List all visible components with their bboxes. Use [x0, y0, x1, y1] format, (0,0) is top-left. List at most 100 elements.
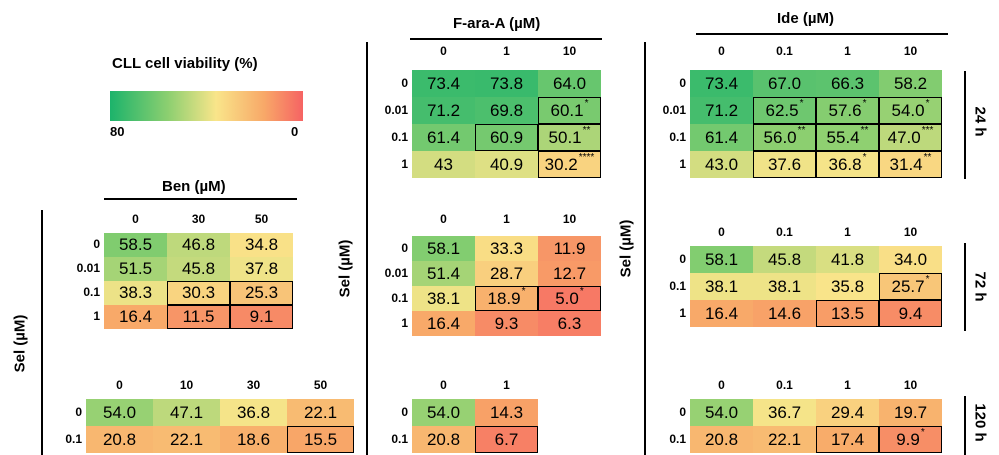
significance-mark: *: [862, 98, 867, 109]
heatmap-cell: 54.0 *: [879, 97, 942, 124]
cell-value: 18.9: [487, 288, 521, 308]
heatmap-cell: 11.5: [167, 305, 230, 329]
cell-value: 38.1: [767, 276, 802, 296]
significance-mark: *: [579, 286, 584, 297]
time-label-120h: 120 h: [971, 403, 989, 442]
col-header: 1: [503, 44, 510, 58]
cell-value: 36.8: [236, 402, 271, 422]
col-header: 0.1: [776, 378, 793, 392]
heatmap-cell: 51.5: [104, 257, 167, 281]
col-header: 1: [844, 378, 851, 392]
cell-value: 69.8: [489, 100, 524, 120]
heatmap-cell: 38.1: [753, 273, 816, 300]
cell-value: 58.5: [118, 235, 153, 254]
significance-mark: *: [862, 152, 867, 163]
time-label-24h: 24 h: [971, 106, 989, 137]
cell-value: 50.1: [548, 127, 582, 147]
cell-value: 54.0: [704, 402, 739, 422]
col-header: 0: [440, 212, 447, 226]
row-header: 0: [679, 76, 686, 90]
heatmap-cell: 11.9: [538, 236, 601, 261]
cell-value: 9.3: [494, 313, 519, 333]
row-header: 0.1: [669, 279, 686, 293]
heatmap-cell: 36.7: [753, 399, 816, 426]
heatmap-cell: 43: [412, 151, 475, 178]
heatmap-cell: 20.8: [86, 426, 153, 453]
col-header: 10: [903, 225, 918, 239]
sel-axis-line-right: [644, 42, 646, 455]
heatmap-cell: 37.8: [230, 257, 293, 281]
heatmap-cell: 60.1 *: [538, 97, 601, 124]
heatmap-cell: 37.6: [753, 151, 816, 178]
heatmap-cell: 58.1: [412, 236, 475, 261]
cell-value: 51.4: [426, 263, 461, 283]
cell-value: 58.1: [704, 249, 739, 269]
significance-mark: ***: [921, 125, 934, 136]
heatmap-cell: 36.8 *: [816, 151, 879, 178]
heatmap-cell: 58.1: [690, 246, 753, 273]
significance-mark: **: [923, 152, 932, 163]
heatmap-cell: 71.2: [412, 97, 475, 124]
cell-value: 56.0: [763, 127, 797, 147]
row-header: 0.1: [65, 432, 82, 446]
cell-value: 67.0: [767, 73, 802, 93]
heatmap-cell: 43.0: [690, 151, 753, 178]
cell-value: 29.4: [830, 402, 865, 422]
col-header: 1: [844, 225, 851, 239]
sel-axis-line-left: [41, 210, 43, 455]
heatmap-cell: 41.8: [816, 246, 879, 273]
cell-value: 14.3: [489, 402, 524, 422]
heatmap-cell: 22.1: [153, 426, 220, 453]
time-bracket-120h: [964, 396, 966, 455]
cell-value: 66.3: [830, 73, 865, 93]
col-header: 0: [718, 225, 725, 239]
cell-value: 54.0: [891, 100, 925, 120]
cell-value: 34.8: [244, 235, 279, 254]
heatmap-cell: 38.1: [690, 273, 753, 300]
cell-value: 28.7: [489, 263, 524, 283]
row-header: 0: [93, 237, 100, 251]
heatmap-cell: 33.3: [475, 236, 538, 261]
cell-value: 11.9: [553, 238, 586, 258]
fara-title-underline: [410, 38, 602, 40]
col-header: 10: [903, 44, 918, 58]
col-header: 10: [562, 212, 577, 226]
heatmap-cell: 31.4 **: [879, 151, 942, 178]
col-header: 0: [440, 44, 447, 58]
significance-mark: *: [925, 98, 930, 109]
col-header: 0: [440, 378, 447, 392]
heatmap-cell: 9.9 *: [879, 426, 942, 453]
time-bracket-72h: [964, 243, 966, 331]
row-header: 0: [679, 252, 686, 266]
cell-value: 20.8: [426, 429, 461, 449]
cell-value: 22.1: [767, 429, 802, 449]
legend-title: CLL cell viability (%): [112, 55, 258, 72]
cell-value: 15.5: [303, 429, 338, 449]
heatmap-cell: 64.0: [538, 70, 601, 97]
heatmap-cell: 58.5: [104, 233, 167, 257]
row-header: 0.1: [391, 432, 408, 446]
heatmap-cell: 71.2: [690, 97, 753, 124]
heatmap-cell: 16.4: [690, 300, 753, 327]
sel-axis-line-middle: [366, 42, 368, 455]
ide-title: Ide (µM): [777, 10, 834, 27]
cell-value: 35.8: [830, 276, 865, 296]
heatmap-cell: 60.9: [475, 124, 538, 151]
significance-mark: **: [582, 125, 591, 136]
heatmap-cell: 16.4: [412, 311, 475, 336]
col-header: 50: [254, 212, 269, 226]
col-header: 50: [313, 378, 328, 392]
cell-value: 73.4: [704, 73, 739, 93]
cell-value: 54.0: [426, 402, 461, 422]
row-header: 1: [401, 157, 408, 171]
cell-value: 18.6: [236, 429, 271, 449]
cell-value: 73.4: [426, 73, 461, 93]
col-header: 0: [718, 44, 725, 58]
cell-value: 45.8: [181, 259, 216, 278]
heatmap-cell: 22.1: [287, 399, 354, 426]
heatmap-cell: 73.8: [475, 70, 538, 97]
heatmap-cell: 35.8: [816, 273, 879, 300]
heatmap-cell: 45.8: [753, 246, 816, 273]
cell-value: 20.8: [704, 429, 739, 449]
heatmap-cell: 73.4: [690, 70, 753, 97]
